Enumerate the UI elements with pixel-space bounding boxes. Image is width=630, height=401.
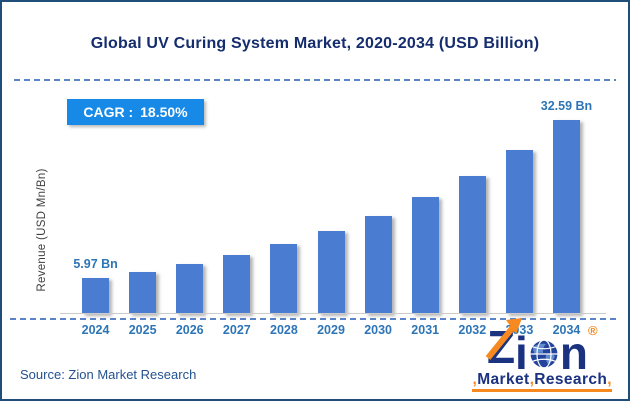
bar-slot — [449, 114, 496, 314]
x-axis-tick-label: 2034 — [552, 323, 581, 337]
logo-letter-z: Z — [485, 317, 522, 370]
bar — [129, 272, 157, 314]
x-axis-tick-label: 2030 — [364, 323, 393, 337]
tagline-market: Market — [477, 370, 530, 388]
bar-slot: 5.97 Bn — [72, 114, 119, 314]
x-axis-tick-label: 2029 — [317, 323, 345, 337]
zion-logo-tagline: ,Market,Research, — [472, 370, 612, 392]
x-axis-tick-label: 2027 — [222, 323, 251, 337]
tagline-research: Research — [534, 370, 608, 388]
x-axis-tick-label: 2026 — [175, 323, 204, 337]
bar — [270, 244, 298, 314]
bar-slot — [213, 114, 260, 314]
bar-slot — [355, 114, 402, 314]
bar — [176, 264, 204, 314]
bar-slot — [260, 114, 307, 314]
tagline-comma: , — [472, 370, 478, 388]
registered-trademark-icon: ® — [587, 322, 598, 338]
bar-slot — [307, 114, 354, 314]
zion-logo-wordmark: Z i n ® — [472, 317, 612, 379]
bar-slot — [402, 114, 449, 314]
cagr-label: CAGR : — [83, 104, 134, 120]
bar — [552, 120, 580, 314]
x-axis-tick-label: 2025 — [128, 323, 157, 337]
bar-slot — [119, 114, 166, 314]
x-axis-tick-label: 2024 — [81, 323, 110, 337]
x-axis-tick-label: 2028 — [270, 323, 298, 337]
y-axis-label: Revenue (USD Mn/Bn) — [36, 168, 48, 292]
logo-letter-n: n — [559, 326, 588, 379]
bar-slot — [166, 114, 213, 314]
chart-title: Global UV Curing System Market, 2020-203… — [90, 35, 540, 52]
bar — [82, 278, 110, 314]
bar-value-label: 5.97 Bn — [73, 257, 118, 271]
tagline-comma: , — [607, 370, 612, 388]
x-axis-line — [60, 313, 606, 314]
bar-value-label: 32.59 Bn — [540, 99, 593, 113]
zion-logo: Z i n ® ,Market,Research, — [472, 317, 612, 392]
bar-slot: 32.59 Bn — [541, 99, 592, 314]
source-text: Source: Zion Market Research — [20, 367, 197, 382]
cagr-badge: CAGR : 18.50% — [67, 99, 204, 125]
x-axis-tick-label: 2031 — [411, 323, 440, 337]
bottom-dashed-divider — [10, 318, 620, 320]
plot-area: 5.97 Bn 32.59 Bn — [72, 99, 592, 314]
bar — [458, 176, 486, 314]
cagr-value: 18.50% — [140, 104, 188, 120]
x-axis-tick-label: 2032 — [458, 323, 487, 337]
bar — [411, 197, 439, 314]
tagline-comma: , — [529, 370, 535, 388]
bar — [505, 150, 533, 314]
top-dashed-divider — [14, 79, 616, 81]
bar-slot — [496, 114, 543, 314]
bar — [364, 216, 392, 314]
globe-icon — [529, 338, 559, 369]
logo-letter-i: i — [515, 326, 528, 379]
bar — [317, 231, 345, 314]
bar — [223, 255, 251, 314]
